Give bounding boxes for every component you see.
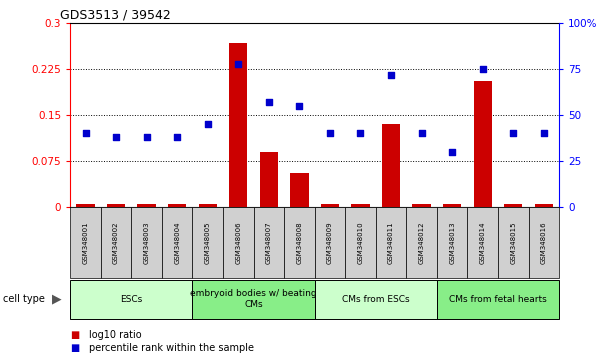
Bar: [443, 204, 461, 207]
Text: GSM348009: GSM348009: [327, 221, 333, 264]
Point: [203, 121, 213, 127]
Bar: [107, 204, 125, 207]
Point: [295, 103, 304, 109]
Text: GSM348008: GSM348008: [296, 221, 302, 264]
Text: log10 ratio: log10 ratio: [89, 330, 141, 339]
Bar: [535, 204, 553, 207]
Text: GSM348004: GSM348004: [174, 221, 180, 264]
Text: GSM348011: GSM348011: [388, 221, 394, 264]
Bar: [284, 207, 315, 278]
Point: [356, 131, 365, 136]
Text: GSM348002: GSM348002: [113, 221, 119, 264]
Bar: [474, 81, 492, 207]
Bar: [345, 207, 376, 278]
Text: GDS3513 / 39542: GDS3513 / 39542: [60, 9, 171, 22]
Bar: [529, 207, 559, 278]
Point: [111, 134, 121, 140]
Point: [508, 131, 518, 136]
Bar: [260, 152, 278, 207]
Text: percentile rank within the sample: percentile rank within the sample: [89, 343, 254, 353]
Text: GSM348012: GSM348012: [419, 221, 425, 264]
Text: ■: ■: [70, 343, 79, 353]
Text: cell type: cell type: [3, 294, 45, 304]
Bar: [76, 204, 95, 207]
Text: ESCs: ESCs: [120, 295, 142, 304]
Text: CMs from fetal hearts: CMs from fetal hearts: [449, 295, 547, 304]
Bar: [467, 207, 498, 278]
Point: [478, 66, 488, 72]
Bar: [162, 207, 192, 278]
Bar: [192, 280, 315, 319]
Bar: [412, 204, 431, 207]
Text: GSM348007: GSM348007: [266, 221, 272, 264]
Text: GSM348015: GSM348015: [510, 221, 516, 264]
Point: [264, 99, 274, 105]
Bar: [229, 42, 247, 207]
Bar: [382, 124, 400, 207]
Text: CMs from ESCs: CMs from ESCs: [342, 295, 409, 304]
Text: GSM348006: GSM348006: [235, 221, 241, 264]
Text: ▶: ▶: [52, 293, 62, 306]
Bar: [437, 280, 559, 319]
Bar: [168, 204, 186, 207]
Point: [386, 72, 396, 78]
Bar: [199, 204, 217, 207]
Text: GSM348010: GSM348010: [357, 221, 364, 264]
Point: [447, 149, 457, 155]
Text: ■: ■: [70, 330, 79, 339]
Point: [325, 131, 335, 136]
Text: GSM348016: GSM348016: [541, 221, 547, 264]
Bar: [498, 207, 529, 278]
Bar: [504, 204, 522, 207]
Point: [539, 131, 549, 136]
Text: GSM348003: GSM348003: [144, 221, 150, 264]
Bar: [192, 207, 223, 278]
Bar: [70, 207, 101, 278]
Bar: [290, 173, 309, 207]
Bar: [70, 280, 192, 319]
Point: [417, 131, 426, 136]
Bar: [376, 207, 406, 278]
Text: GSM348005: GSM348005: [205, 221, 211, 264]
Text: embryoid bodies w/ beating
CMs: embryoid bodies w/ beating CMs: [190, 290, 317, 309]
Bar: [351, 204, 370, 207]
Bar: [406, 207, 437, 278]
Text: GSM348001: GSM348001: [82, 221, 89, 264]
Bar: [131, 207, 162, 278]
Bar: [254, 207, 284, 278]
Point: [142, 134, 152, 140]
Point: [81, 131, 90, 136]
Point: [172, 134, 182, 140]
Text: GSM348014: GSM348014: [480, 221, 486, 264]
Bar: [137, 204, 156, 207]
Text: GSM348013: GSM348013: [449, 221, 455, 264]
Bar: [315, 280, 437, 319]
Point: [233, 61, 243, 66]
Bar: [101, 207, 131, 278]
Bar: [223, 207, 254, 278]
Bar: [437, 207, 467, 278]
Bar: [315, 207, 345, 278]
Bar: [321, 204, 339, 207]
